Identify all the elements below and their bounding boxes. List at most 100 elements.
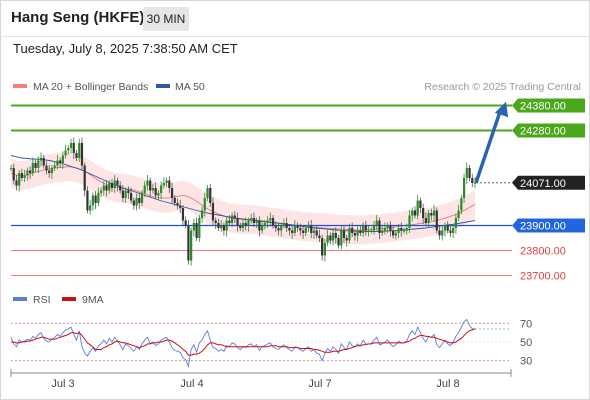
rsi-tick-label: 70	[520, 318, 532, 330]
candle-body	[127, 190, 130, 193]
candle-body	[413, 210, 417, 216]
candle-body	[269, 218, 272, 221]
candle-body	[462, 178, 466, 198]
candle-body	[105, 185, 108, 191]
candle-body	[108, 183, 111, 191]
candle-body	[277, 228, 280, 231]
level-label: 23800.00	[520, 246, 566, 258]
level-label: 23700.00	[520, 271, 566, 283]
candle-body	[334, 233, 337, 238]
candle-body	[192, 223, 195, 231]
candle-body	[56, 160, 59, 166]
candle-body	[446, 225, 449, 231]
candle-body	[37, 160, 40, 168]
candle-body	[9, 168, 13, 169]
candle-body	[361, 225, 365, 233]
candle-body	[244, 223, 247, 226]
candle-body	[61, 155, 64, 163]
candle-body	[198, 218, 201, 238]
legend-ma50-label: MA 50	[175, 81, 205, 93]
candle-body	[34, 163, 37, 168]
candle-body	[282, 223, 286, 226]
candle-body	[299, 228, 302, 231]
level-label: 23900.00	[520, 221, 566, 233]
level-label: 24380.00	[520, 101, 566, 113]
candle-body	[236, 218, 239, 226]
candle-body	[329, 235, 332, 241]
candle-body	[367, 230, 370, 232]
candle-body	[173, 198, 176, 203]
candle-body	[296, 225, 299, 228]
legend-9ma-label: 9MA	[82, 294, 104, 306]
x-tick-label: Jul 7	[308, 378, 331, 390]
candle-body	[460, 198, 463, 211]
candle-body	[435, 210, 438, 231]
candle-body	[149, 180, 152, 191]
candle-body	[50, 168, 54, 173]
candle-body	[200, 210, 204, 218]
rsi-tick-label: 30	[520, 356, 532, 368]
interval-button[interactable]: 30 MIN	[143, 7, 189, 31]
candle-body	[162, 183, 165, 186]
level-tag-24380.00	[512, 98, 585, 113]
rsi-ma-line	[11, 328, 476, 356]
candle-body	[140, 193, 144, 203]
candle-body	[195, 223, 198, 238]
candle-body	[310, 225, 313, 233]
candle-body	[247, 220, 250, 226]
candle-body	[94, 195, 97, 203]
candle-body	[151, 188, 155, 191]
candle-body	[132, 200, 135, 206]
candle-body	[170, 188, 174, 198]
candle-body	[214, 220, 217, 223]
candle-body	[342, 230, 346, 238]
chart-datetime: Tuesday, July 8, 2025 7:38:50 AM CET	[13, 41, 238, 56]
candle-body	[291, 230, 294, 233]
candle-body	[285, 223, 288, 228]
candle-body	[326, 235, 329, 243]
legend-ma20-label: MA 20 + Bollinger Bands	[33, 81, 148, 93]
candle-body	[449, 230, 452, 233]
candle-body	[119, 185, 122, 191]
candle-body	[91, 195, 94, 206]
candle-body	[31, 163, 34, 173]
candle-body	[301, 230, 305, 233]
candle-body	[64, 150, 67, 156]
candle-body	[211, 203, 215, 221]
candle-body	[99, 190, 103, 193]
candle-body	[45, 165, 48, 171]
candle-body	[110, 183, 114, 188]
candle-body	[29, 170, 32, 173]
candle-body	[383, 228, 387, 231]
candle-body	[78, 143, 81, 158]
candle-body	[154, 188, 157, 196]
rsi-tick-label: 50	[520, 337, 532, 349]
candle-body	[75, 153, 78, 158]
candle-body	[454, 218, 457, 228]
x-tick-label: Jul 8	[436, 378, 459, 390]
candle-body	[121, 190, 125, 198]
candle-body	[124, 190, 127, 198]
candle-body	[190, 230, 193, 261]
candle-body	[386, 225, 389, 228]
candle-body	[378, 220, 381, 233]
candle-body	[430, 213, 433, 216]
candle-body	[146, 180, 149, 186]
candle-body	[23, 175, 26, 178]
candle-body	[408, 215, 411, 228]
candle-body	[233, 215, 236, 218]
candle-body	[364, 225, 367, 231]
candle-body	[203, 198, 206, 211]
candle-body	[348, 228, 351, 241]
candle-body	[394, 233, 397, 236]
legend-ma50-swatch	[156, 84, 170, 88]
x-tick-label: Jul 4	[180, 378, 203, 390]
candle-body	[135, 198, 138, 206]
x-tick-label: Jul 3	[51, 378, 74, 390]
candle-body	[441, 230, 444, 236]
candle-body	[48, 170, 51, 173]
candle-body	[53, 165, 56, 168]
candle-body	[465, 168, 468, 178]
bollinger-band	[11, 152, 475, 245]
candle-body	[176, 203, 179, 206]
